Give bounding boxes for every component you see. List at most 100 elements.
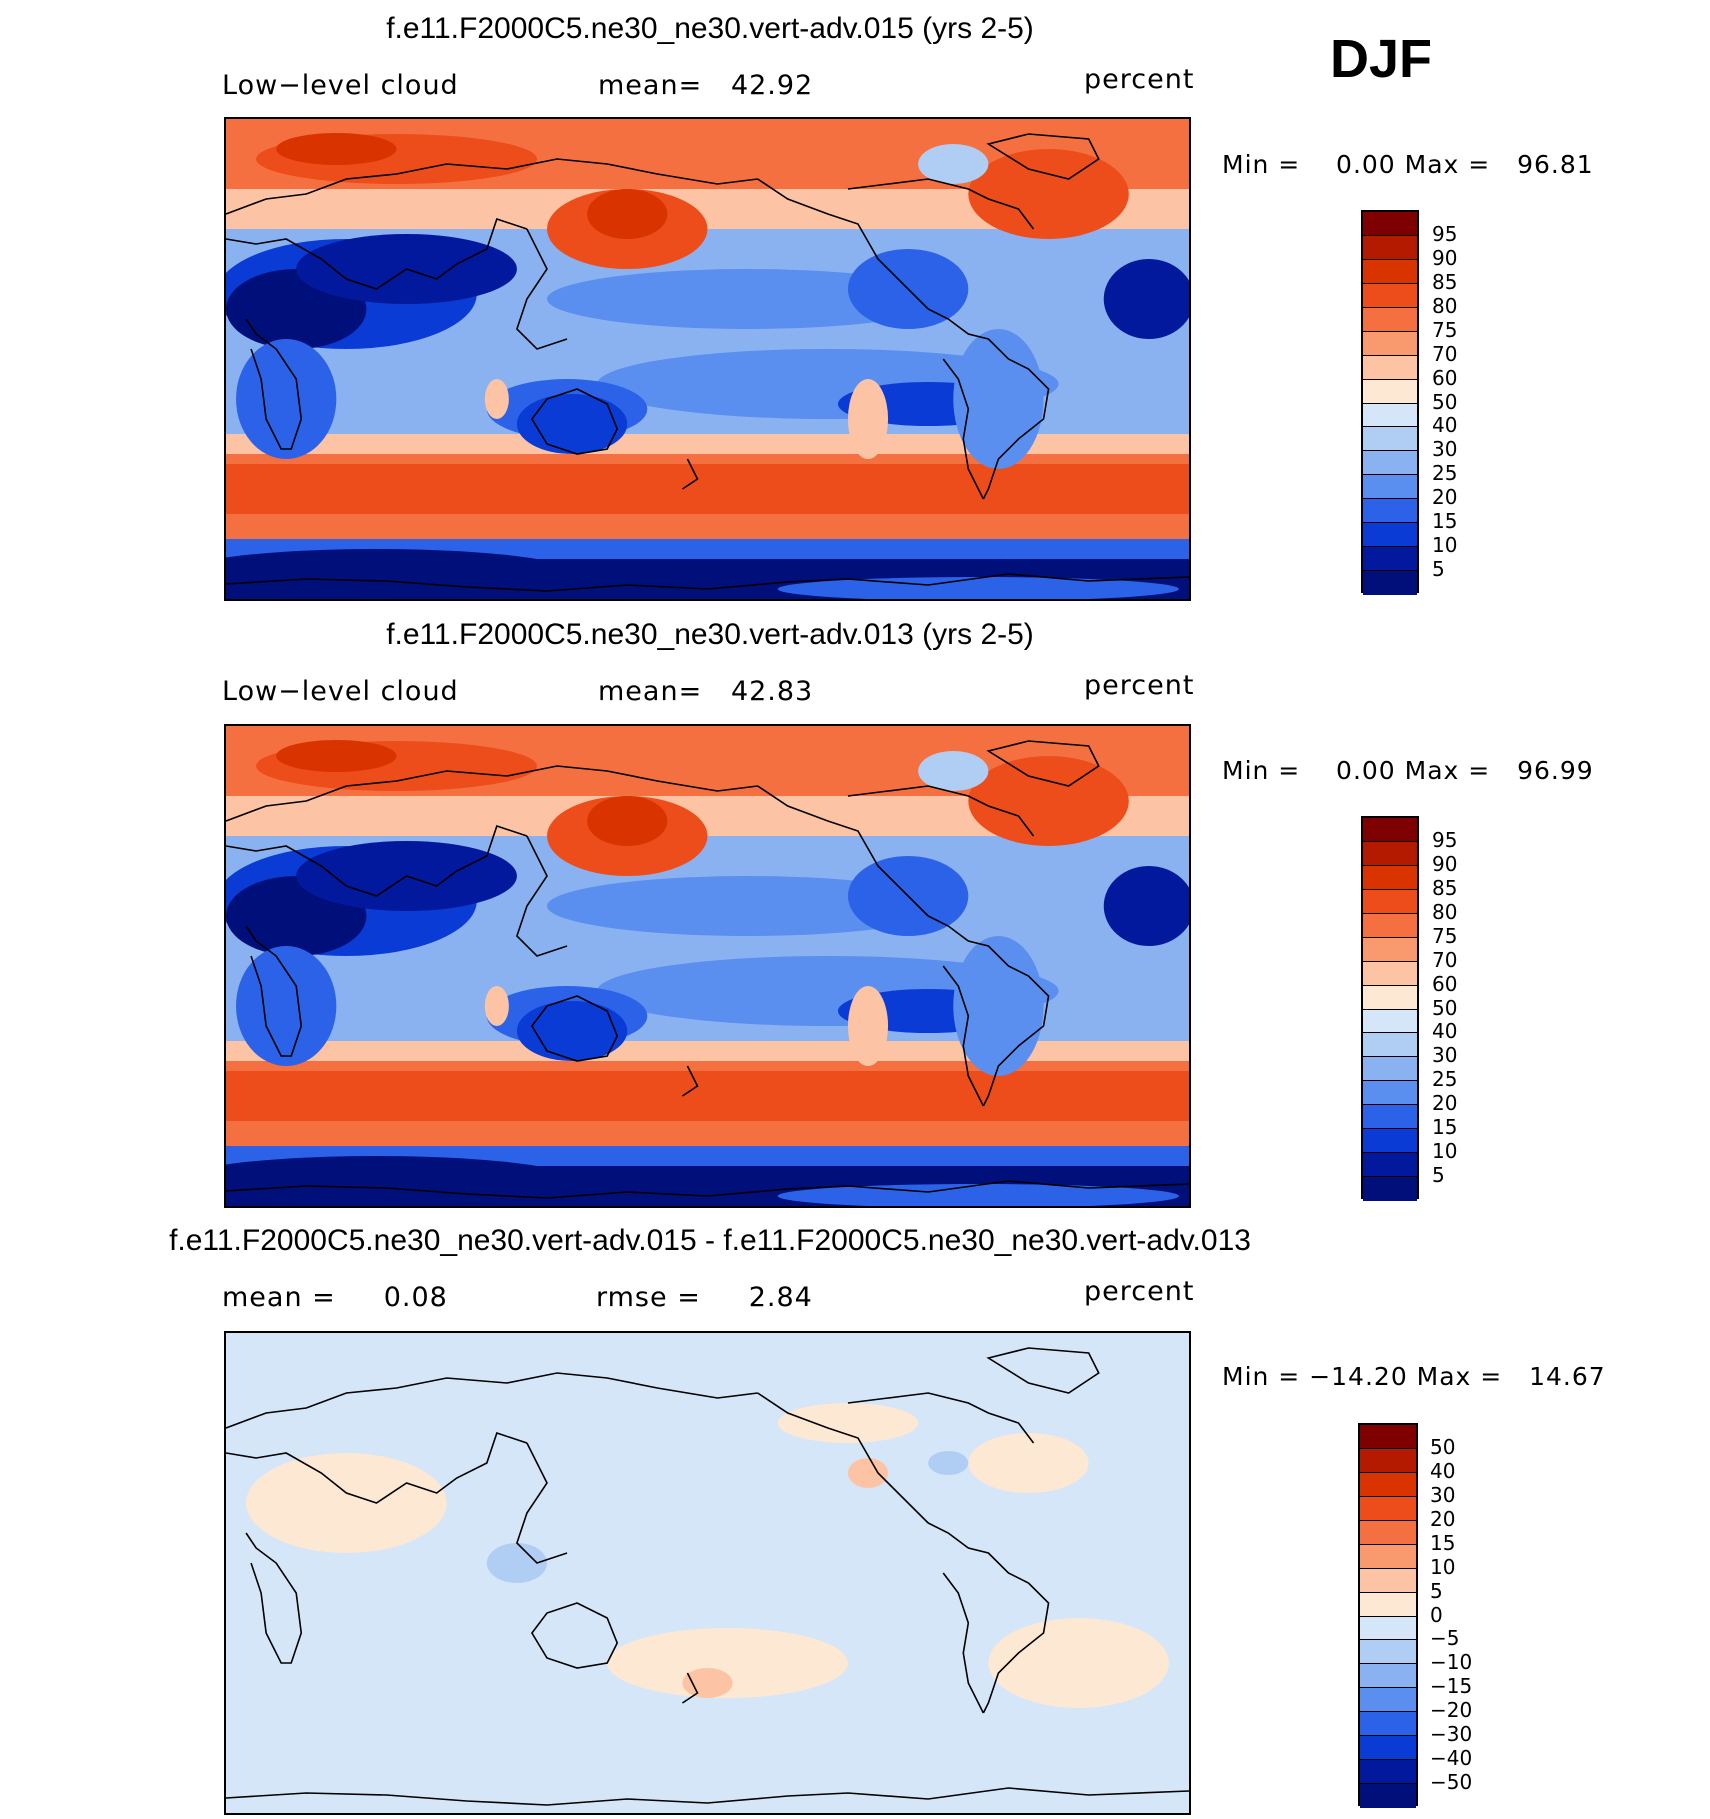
colorbar-tick-label: 95 bbox=[1432, 827, 1458, 852]
colorbar-tick-label: 50 bbox=[1430, 1434, 1456, 1459]
colorbar-tick-label: 25 bbox=[1432, 1067, 1458, 1092]
coastline bbox=[681, 1065, 699, 1097]
coastline bbox=[530, 388, 619, 455]
colorbar-tick-label: 15 bbox=[1432, 509, 1458, 534]
colorbar-swatch bbox=[1363, 427, 1417, 452]
coastline bbox=[757, 178, 929, 310]
colorbar-swatch bbox=[1363, 283, 1417, 308]
colorbar-tick-label: 30 bbox=[1432, 437, 1458, 462]
panel-2-colorbar bbox=[1361, 816, 1419, 1201]
field-region bbox=[516, 1001, 628, 1061]
panel-1-minmax-label: Min = 0.00 Max = 96.81 bbox=[1222, 150, 1594, 179]
field-region bbox=[968, 1433, 1089, 1493]
coastline bbox=[681, 458, 699, 490]
field-region bbox=[484, 379, 509, 419]
colorbar-swatch bbox=[1360, 1688, 1416, 1713]
coastline bbox=[986, 1347, 1100, 1394]
colorbar-tick-label: 50 bbox=[1432, 389, 1458, 414]
colorbar-swatch bbox=[1363, 1057, 1417, 1082]
colorbar-tick-label: 85 bbox=[1432, 875, 1458, 900]
panel-1-mean-label: mean= 42.92 bbox=[598, 70, 814, 101]
colorbar-swatch bbox=[1363, 1153, 1417, 1178]
colorbar-tick-label: 30 bbox=[1430, 1482, 1456, 1507]
colorbar-swatch bbox=[1363, 961, 1417, 986]
field-region bbox=[918, 751, 989, 791]
colorbar-swatch bbox=[1363, 1081, 1417, 1106]
colorbar-swatch bbox=[1363, 403, 1417, 428]
colorbar-swatch bbox=[1363, 212, 1417, 236]
colorbar-swatch bbox=[1360, 1616, 1416, 1641]
colorbar-swatch bbox=[1363, 1033, 1417, 1058]
colorbar-tick-label: 5 bbox=[1430, 1578, 1443, 1603]
coastline bbox=[927, 915, 1050, 1107]
coastline bbox=[515, 1442, 568, 1564]
colorbar-swatch bbox=[1360, 1425, 1416, 1449]
field-region bbox=[547, 269, 949, 329]
coastline bbox=[245, 1532, 303, 1664]
coastline bbox=[757, 785, 929, 917]
panel-2-title: f.e11.F2000C5.ne30_ne30.vert-adv.013 (yr… bbox=[386, 618, 1034, 651]
colorbar-tick-label: 40 bbox=[1430, 1458, 1456, 1483]
colorbar-tick-label: 15 bbox=[1430, 1530, 1456, 1555]
colorbar-swatch bbox=[1363, 889, 1417, 914]
field-region bbox=[226, 549, 578, 599]
colorbar-tick-label: −40 bbox=[1430, 1746, 1473, 1771]
field-region bbox=[276, 133, 397, 165]
coastline bbox=[226, 1180, 1189, 1199]
field-region bbox=[968, 149, 1129, 239]
panel-2-map bbox=[224, 724, 1191, 1208]
panel-3-units-label: percent bbox=[1084, 1276, 1195, 1307]
coastline bbox=[226, 824, 528, 897]
colorbar-swatch bbox=[1363, 331, 1417, 356]
coastline bbox=[530, 995, 619, 1062]
colorbar-tick-label: 40 bbox=[1432, 413, 1458, 438]
colorbar-swatch bbox=[1360, 1760, 1416, 1785]
field-region bbox=[587, 796, 668, 846]
colorbar-swatch bbox=[1363, 451, 1417, 476]
coastline bbox=[226, 573, 1189, 592]
colorbar-swatch bbox=[1363, 985, 1417, 1010]
panel-2-units-label: percent bbox=[1084, 670, 1195, 701]
field-region bbox=[587, 189, 668, 239]
panel-3-map bbox=[224, 1331, 1191, 1815]
colorbar-swatch bbox=[1363, 818, 1417, 842]
field-region bbox=[486, 1543, 547, 1583]
colorbar-swatch bbox=[1363, 379, 1417, 404]
colorbar-tick-label: −50 bbox=[1430, 1770, 1473, 1795]
colorbar-swatch bbox=[1360, 1520, 1416, 1545]
coastline bbox=[942, 358, 985, 500]
coastline bbox=[515, 228, 568, 350]
panel-3-title: f.e11.F2000C5.ne30_ne30.vert-adv.015 - f… bbox=[169, 1224, 1251, 1257]
field-region bbox=[547, 876, 949, 936]
field-region bbox=[968, 756, 1129, 846]
panel-3-mean-label: mean = 0.08 bbox=[222, 1282, 448, 1313]
colorbar-swatch bbox=[1360, 1472, 1416, 1497]
colorbar-tick-label: 5 bbox=[1432, 557, 1445, 582]
coastline bbox=[986, 740, 1100, 787]
colorbar-tick-label: 5 bbox=[1432, 1163, 1445, 1188]
colorbar-tick-label: 20 bbox=[1432, 1091, 1458, 1116]
colorbar-swatch bbox=[1360, 1784, 1416, 1808]
colorbar-swatch bbox=[1363, 523, 1417, 548]
colorbar-tick-label: 90 bbox=[1432, 851, 1458, 876]
coastline bbox=[226, 217, 528, 290]
field-background bbox=[226, 1333, 1189, 1813]
coastline bbox=[530, 1602, 619, 1669]
coastline bbox=[515, 835, 568, 957]
colorbar-tick-label: 0 bbox=[1430, 1602, 1443, 1627]
panel-1-units-label: percent bbox=[1084, 64, 1195, 95]
coastline bbox=[847, 785, 1035, 837]
coastline bbox=[226, 158, 758, 215]
coastline bbox=[986, 133, 1100, 180]
season-label: DJF bbox=[1330, 29, 1433, 89]
field-region bbox=[847, 986, 889, 1066]
colorbar-swatch bbox=[1360, 1544, 1416, 1569]
field-region bbox=[928, 1451, 969, 1475]
colorbar-swatch bbox=[1363, 259, 1417, 284]
field-region bbox=[953, 936, 1044, 1076]
panel-3-minmax-label: Min = −14.20 Max = 14.67 bbox=[1222, 1362, 1606, 1391]
colorbar-swatch bbox=[1363, 1009, 1417, 1034]
panel-1-title: f.e11.F2000C5.ne30_ne30.vert-adv.015 (yr… bbox=[386, 12, 1034, 45]
colorbar-tick-label: 90 bbox=[1432, 245, 1458, 270]
colorbar-tick-label: 20 bbox=[1430, 1506, 1456, 1531]
